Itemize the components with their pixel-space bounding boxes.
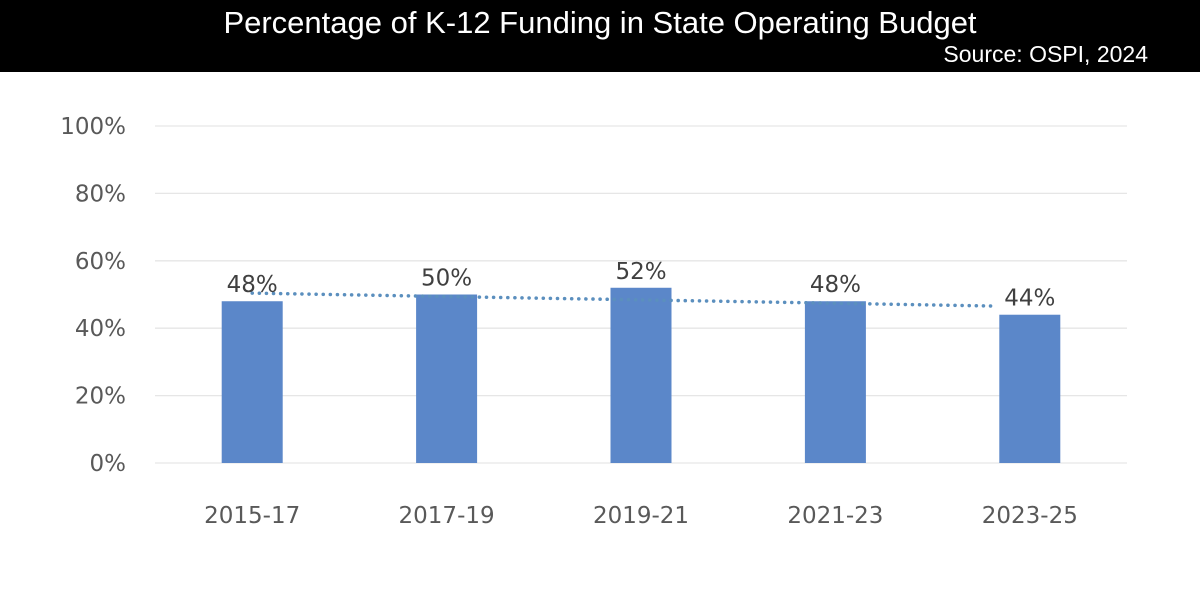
data-labels: 48% 50% 52% 48% 44%: [227, 259, 1056, 312]
x-axis-category-labels: 2015-17 2017-19 2019-21 2021-23 2023-25: [204, 503, 1078, 529]
data-label: 44%: [1004, 286, 1055, 312]
y-tick-label: 100%: [60, 114, 126, 140]
y-tick-label: 40%: [75, 316, 126, 342]
data-label: 48%: [810, 272, 861, 298]
trendline-layer: [250, 291, 997, 308]
bar-2019-21: [610, 287, 672, 463]
bar-2021-23: [804, 301, 866, 463]
x-category-label: 2015-17: [204, 503, 300, 529]
y-axis-tick-labels: 0% 20% 40% 60% 80% 100%: [60, 114, 126, 477]
data-label: 52%: [615, 259, 666, 285]
bar-2017-19: [416, 294, 478, 463]
y-tick-label: 60%: [75, 249, 126, 275]
x-category-label: 2023-25: [982, 503, 1078, 529]
x-category-label: 2017-19: [399, 503, 495, 529]
data-label: 50%: [421, 266, 472, 292]
y-tick-label: 0%: [90, 451, 127, 477]
y-tick-label: 20%: [75, 384, 126, 410]
y-tick-label: 80%: [75, 181, 126, 207]
x-category-label: 2021-23: [787, 503, 883, 529]
chart-source: Source: OSPI, 2024: [943, 41, 1148, 67]
bars: [221, 287, 1061, 463]
grid-lines: [155, 125, 1127, 464]
chart-header: Percentage of K-12 Funding in State Oper…: [0, 0, 1200, 72]
chart-title: Percentage of K-12 Funding in State Oper…: [223, 5, 977, 40]
data-label: 48%: [227, 272, 278, 298]
trendline: [250, 291, 997, 308]
x-category-label: 2019-21: [593, 503, 689, 529]
bar-2015-17: [221, 301, 283, 463]
bar-2023-25: [999, 314, 1061, 463]
